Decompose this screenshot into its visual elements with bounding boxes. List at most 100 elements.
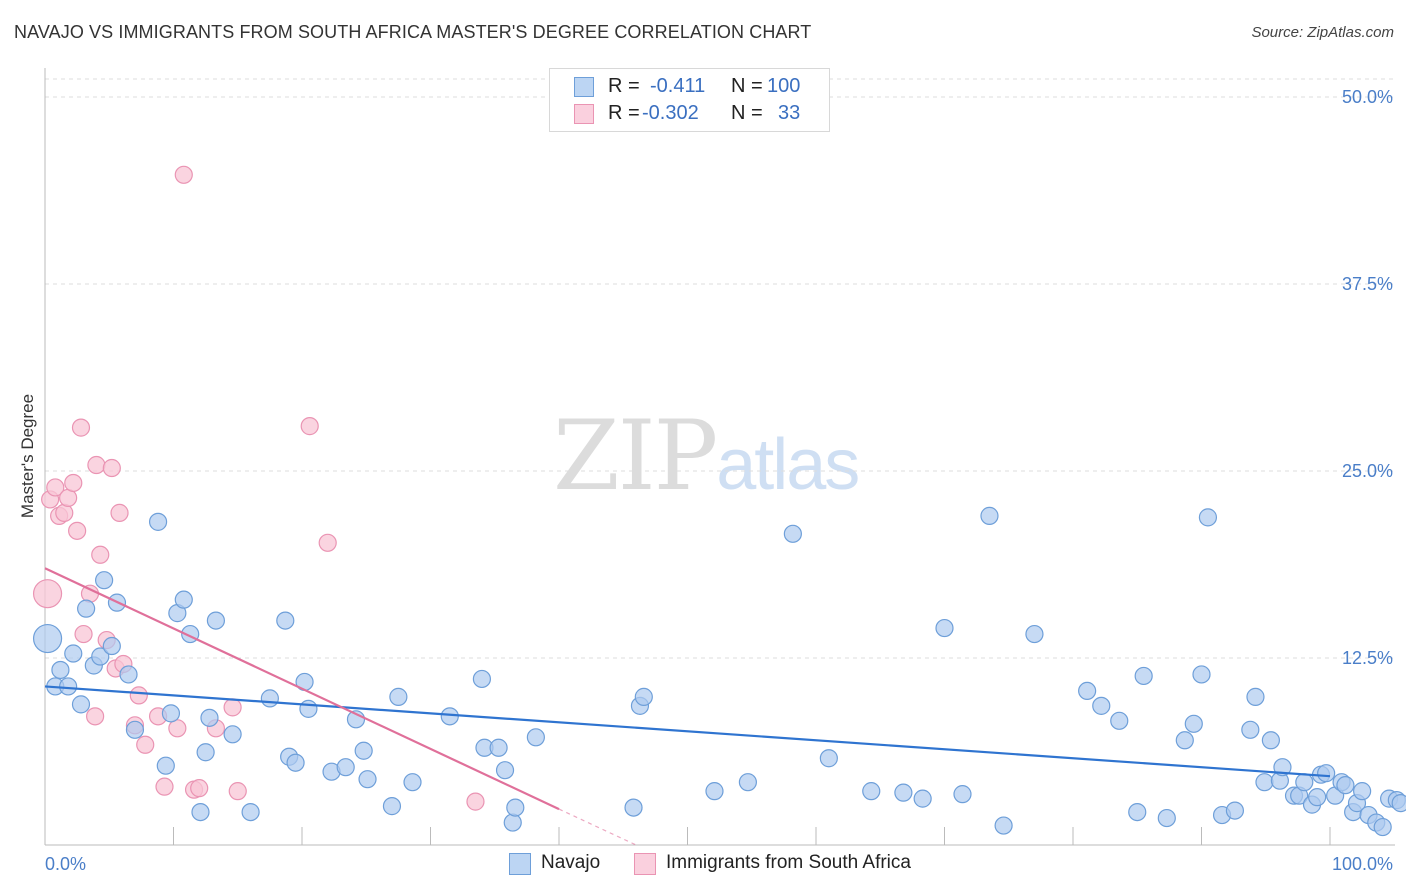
legend-r-label: R = xyxy=(608,102,640,124)
data-point-south-africa xyxy=(155,777,174,796)
data-point-navajo xyxy=(1241,720,1260,739)
data-point-south-africa xyxy=(168,719,187,738)
data-point-navajo xyxy=(913,789,932,808)
data-point-south-africa xyxy=(318,533,337,552)
legend-n-value-navajo: 100 xyxy=(767,75,801,97)
data-point-south-africa xyxy=(300,417,319,436)
data-point-navajo xyxy=(783,524,802,543)
data-point-navajo xyxy=(102,636,121,656)
data-point-navajo xyxy=(994,816,1013,835)
y-tick-label: 37.5% xyxy=(1342,274,1393,294)
data-point-navajo xyxy=(1198,508,1218,527)
data-point-navajo xyxy=(738,773,757,792)
x-tick-label: 0.0% xyxy=(45,854,86,874)
legend-swatch-south-africa xyxy=(574,104,594,124)
trend-lines xyxy=(44,567,1331,846)
trend-line-navajo xyxy=(44,685,1331,778)
data-point-navajo xyxy=(59,677,78,696)
data-point-navajo xyxy=(472,669,491,689)
data-point-navajo xyxy=(1246,687,1265,706)
series-south-africa xyxy=(32,165,485,811)
watermark: ZIPatlas xyxy=(553,400,860,512)
stats-legend: R = -0.411 N = 100 R = -0.302 N = 33 xyxy=(549,68,830,132)
data-point-south-africa xyxy=(86,707,105,726)
data-point-navajo xyxy=(819,749,838,768)
data-point-navajo xyxy=(440,707,459,726)
data-point-navajo xyxy=(634,687,653,706)
data-point-navajo xyxy=(148,512,168,531)
data-point-navajo xyxy=(241,802,260,822)
data-point-navajo xyxy=(95,571,114,590)
data-point-south-africa xyxy=(68,521,87,540)
data-point-navajo xyxy=(389,687,408,706)
data-point-navajo xyxy=(358,770,377,789)
x-tick-label: 100.0% xyxy=(1332,854,1393,874)
data-point-navajo xyxy=(1261,731,1280,750)
data-point-navajo xyxy=(894,783,913,802)
data-point-south-africa xyxy=(466,792,485,811)
chart-title: NAVAJO VS IMMIGRANTS FROM SOUTH AFRICA M… xyxy=(14,22,812,42)
data-point-navajo xyxy=(624,798,643,817)
data-point-navajo xyxy=(1025,624,1044,644)
legend-n-label: N = xyxy=(731,75,763,97)
source-label: Source: ZipAtlas.com xyxy=(1251,24,1394,41)
trend-line-south-africa-extension xyxy=(558,808,637,846)
data-point-navajo xyxy=(526,728,545,747)
tick-labels: 12.5% 25.0% 37.5% 50.0% 0.0% 100.0% xyxy=(45,87,1393,874)
data-point-navajo xyxy=(705,782,724,801)
data-point-navajo xyxy=(299,699,318,718)
legend-r-value-navajo: -0.411 xyxy=(650,75,706,97)
data-point-navajo xyxy=(1317,764,1336,783)
axes xyxy=(44,68,1395,846)
data-point-navajo xyxy=(71,695,91,714)
data-point-navajo xyxy=(1110,711,1129,730)
bottom-legend-swatch-navajo xyxy=(509,853,531,875)
data-point-navajo xyxy=(1192,665,1211,684)
data-point-navajo xyxy=(1092,696,1111,715)
data-point-navajo xyxy=(862,782,881,801)
data-point-south-africa xyxy=(71,418,91,437)
y-tick-label: 12.5% xyxy=(1342,648,1393,668)
data-point-navajo xyxy=(503,813,522,832)
data-point-navajo xyxy=(161,704,181,723)
data-point-navajo xyxy=(1225,801,1245,820)
data-point-navajo xyxy=(174,590,193,609)
watermark-zip: ZIP xyxy=(553,400,718,512)
data-point-navajo xyxy=(403,773,422,792)
data-point-navajo xyxy=(91,647,110,666)
data-point-south-africa xyxy=(190,779,209,798)
data-point-navajo xyxy=(200,708,219,727)
data-point-navajo xyxy=(51,660,70,680)
bottom-legend-label-south-africa: Immigrants from South Africa xyxy=(666,852,911,873)
legend-n-value-south-africa: 33 xyxy=(778,102,801,124)
legend-r-value-south-africa: -0.302 xyxy=(642,102,699,124)
legend-swatch-navajo xyxy=(574,77,594,97)
data-point-south-africa xyxy=(32,579,63,609)
data-point-south-africa xyxy=(64,473,83,493)
data-point-south-africa xyxy=(91,545,110,564)
data-point-navajo xyxy=(1184,714,1203,733)
data-point-south-africa xyxy=(46,478,65,497)
data-point-navajo xyxy=(1308,788,1327,807)
data-point-south-africa xyxy=(228,782,247,801)
data-point-south-africa xyxy=(102,458,121,478)
data-point-navajo xyxy=(489,738,508,757)
data-point-navajo xyxy=(125,720,145,739)
data-point-navajo xyxy=(1157,808,1176,828)
data-point-navajo xyxy=(206,611,226,630)
data-point-navajo xyxy=(935,618,954,638)
data-point-navajo xyxy=(1078,681,1097,701)
data-point-navajo xyxy=(336,758,355,777)
data-point-navajo xyxy=(1255,773,1274,792)
data-point-navajo xyxy=(276,611,295,630)
data-point-navajo xyxy=(953,785,972,804)
data-point-navajo xyxy=(286,753,305,772)
data-point-navajo xyxy=(980,506,999,525)
data-point-navajo xyxy=(1336,776,1355,795)
data-point-navajo xyxy=(506,798,525,817)
data-point-navajo xyxy=(1128,802,1147,822)
data-point-navajo xyxy=(77,599,96,618)
legend-r-label: R = xyxy=(608,75,640,97)
watermark-atlas: atlas xyxy=(716,425,860,505)
